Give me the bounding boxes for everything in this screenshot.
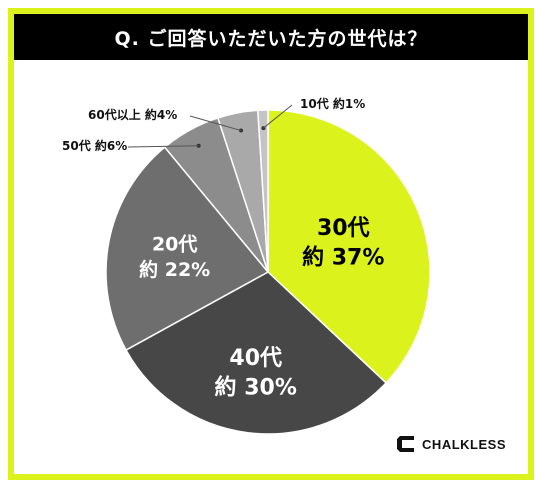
callout-line-1 bbox=[127, 145, 199, 148]
pie-slice-3 bbox=[105, 146, 270, 352]
brand-name: CHALKLESS bbox=[422, 436, 506, 452]
callout-line-2 bbox=[189, 115, 242, 132]
slice-label-2: 40代約 30% bbox=[215, 346, 297, 401]
brand: CHALKLESS bbox=[394, 432, 506, 456]
pie-slice-2 bbox=[125, 271, 388, 435]
slice-value-2: 約 30% bbox=[215, 375, 297, 401]
slice-value-3: 約 22% bbox=[139, 258, 210, 281]
chalkless-logo-icon bbox=[397, 436, 415, 452]
callout-line-3 bbox=[263, 104, 293, 129]
slice-category-3: 20代 bbox=[152, 233, 197, 255]
callout-label-3: 10代 約1% bbox=[300, 96, 365, 111]
slice-label-1: 30代約 37% bbox=[302, 216, 384, 271]
slice-category-1: 30代 bbox=[317, 216, 370, 241]
callout-label-2: 60代以上 約4% bbox=[88, 107, 177, 122]
slice-label-3: 20代約 22% bbox=[139, 233, 210, 281]
chart-frame: Q. ご回答いただいた方の世代は？ CHALKLESS bbox=[8, 8, 534, 480]
pie-slice-6 bbox=[257, 109, 269, 273]
chart-title-bar: Q. ご回答いただいた方の世代は？ bbox=[14, 14, 528, 60]
slice-category-2: 40代 bbox=[229, 346, 282, 371]
callout-label-1: 50代 約6% bbox=[62, 138, 127, 153]
slice-value-1: 約 37% bbox=[302, 245, 384, 271]
chart-title: Q. ご回答いただいた方の世代は？ bbox=[114, 27, 428, 50]
pie-slice-1 bbox=[267, 109, 431, 384]
